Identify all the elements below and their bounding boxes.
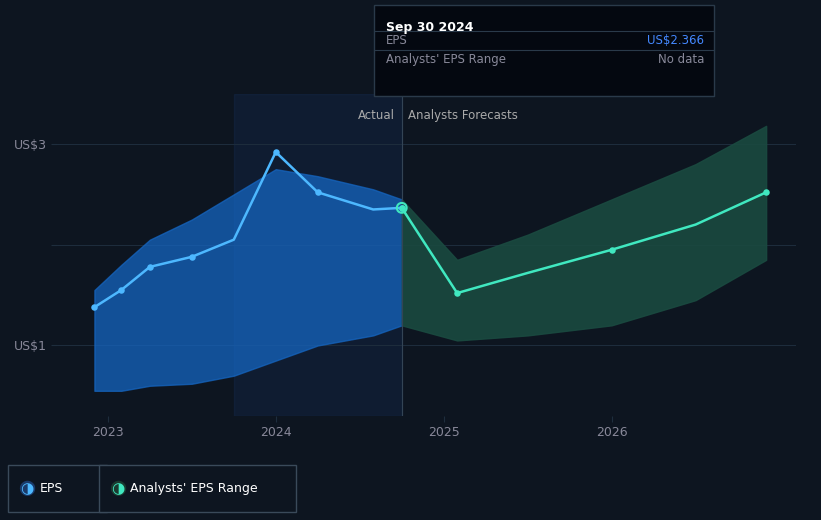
Text: No data: No data bbox=[658, 53, 704, 66]
Point bbox=[395, 204, 408, 212]
Point bbox=[311, 188, 324, 197]
Point bbox=[395, 204, 408, 212]
Text: ⬤: ⬤ bbox=[109, 481, 126, 497]
Point bbox=[144, 263, 157, 271]
Point bbox=[451, 289, 464, 297]
Text: Actual: Actual bbox=[358, 109, 395, 122]
Text: Analysts Forecasts: Analysts Forecasts bbox=[409, 109, 518, 122]
Point bbox=[395, 204, 408, 212]
Text: Sep 30 2024: Sep 30 2024 bbox=[386, 21, 474, 34]
Text: EPS: EPS bbox=[386, 34, 407, 47]
Text: Analysts' EPS Range: Analysts' EPS Range bbox=[130, 483, 257, 495]
Point bbox=[269, 148, 282, 156]
Point bbox=[186, 253, 199, 261]
Text: Analysts' EPS Range: Analysts' EPS Range bbox=[386, 53, 506, 66]
Point bbox=[115, 286, 128, 294]
Point bbox=[605, 245, 618, 254]
Point bbox=[759, 188, 773, 197]
Text: US$2.366: US$2.366 bbox=[648, 34, 704, 47]
Text: ◑: ◑ bbox=[111, 482, 124, 496]
Bar bbox=[234, 94, 401, 416]
Point bbox=[88, 303, 101, 311]
Text: ◑: ◑ bbox=[21, 482, 34, 496]
Text: ⬤: ⬤ bbox=[19, 481, 35, 497]
Text: EPS: EPS bbox=[39, 483, 62, 495]
